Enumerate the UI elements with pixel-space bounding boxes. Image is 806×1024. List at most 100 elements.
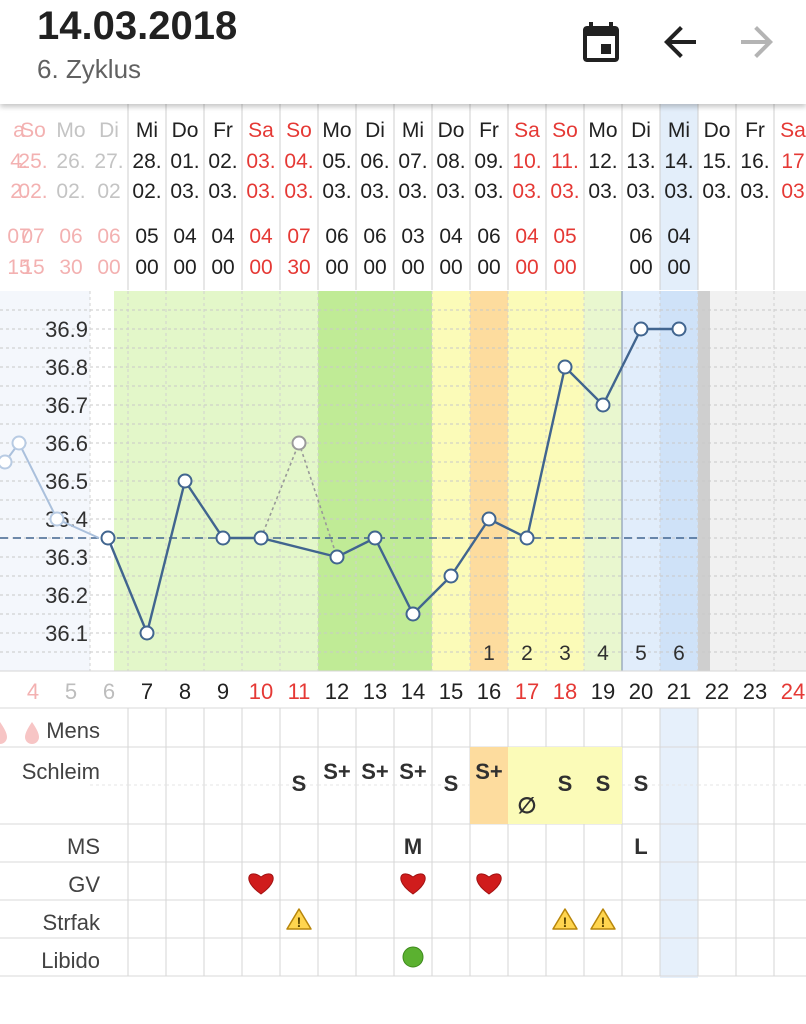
header-time-hour: 06 (363, 225, 386, 248)
header-month: 03. (626, 180, 655, 203)
header-weekday: Di (365, 119, 385, 142)
header-time-hour: 06 (59, 225, 82, 248)
header-date: 02. (208, 150, 237, 173)
header-month: 03. (740, 180, 769, 203)
header-date: 04. (284, 150, 313, 173)
header-date: 28. (132, 150, 161, 173)
row-label-schleim: Schleim (22, 759, 100, 784)
arrow-back-icon[interactable] (656, 18, 704, 66)
arrow-forward-icon[interactable] (733, 18, 781, 66)
header-month: 03. (398, 180, 427, 203)
schleim-highlight (584, 747, 622, 824)
prev-cycle-temperature-point (0, 454, 13, 470)
header-weekday: Fr (213, 119, 233, 142)
header-weekday: Mo (588, 119, 617, 142)
header-weekday: Mi (668, 119, 690, 142)
libido-icon (402, 946, 424, 968)
header-date: 05. (322, 150, 351, 173)
header-month: 03. (702, 180, 731, 203)
heart-icon (400, 873, 426, 895)
y-axis-label: 36.2 (45, 583, 88, 608)
header-weekday: Sa (780, 119, 806, 142)
header-time-minute: 30 (59, 256, 82, 279)
heart-icon (476, 873, 502, 895)
header-time-minute: 00 (477, 256, 500, 279)
header-time-hour: 04 (667, 225, 691, 248)
header-weekday: Fr (479, 119, 499, 142)
prev-cycle-temperature-line (4, 441, 100, 539)
header-date: 26. (56, 150, 85, 173)
header-time-hour: 04 (249, 225, 273, 248)
header-time-minute: 00 (439, 256, 462, 279)
prev-cycle-temperature-point (49, 511, 65, 527)
schleim-value: S (444, 771, 459, 796)
warning-icon (286, 908, 312, 930)
schleim-value: S (634, 771, 649, 796)
schleim-value: ∅ (517, 793, 536, 818)
cycle-day-number: 15 (439, 679, 463, 704)
row-label-gv: GV (68, 872, 100, 897)
y-axis-label: 36.5 (45, 469, 88, 494)
header-date: 25. (18, 150, 47, 173)
schleim-value: S (596, 771, 611, 796)
header-time-minute: 00 (629, 256, 652, 279)
header-time-minute: 00 (249, 256, 272, 279)
today-rows-highlight (660, 708, 698, 978)
header-weekday: Do (704, 119, 731, 142)
header-month: 03. (170, 180, 199, 203)
cycle-day-number: 24 (781, 679, 805, 704)
post-ovulation-count: 4 (597, 642, 609, 665)
calendar-icon[interactable] (577, 18, 625, 66)
header-time-minute: 00 (135, 256, 158, 279)
header-month: 03. (208, 180, 237, 203)
schleim-highlight (470, 785, 508, 824)
header-time-minute: 15 (7, 256, 30, 279)
header-date: 15. (702, 150, 731, 173)
page-title: 14.03.2018 (37, 4, 238, 48)
post-ovulation-count: 1 (483, 642, 495, 665)
row-label-strfak: Strfak (43, 910, 101, 935)
chart-day-column (280, 291, 318, 671)
cycle-day-number: 19 (591, 679, 615, 704)
cycle-day-number: 4 (27, 679, 39, 704)
header-month: 03. (284, 180, 313, 203)
today-header-highlight (660, 104, 698, 290)
header-time-hour: 07 (21, 225, 44, 248)
schleim-value: S (558, 771, 573, 796)
post-ovulation-count: 3 (559, 642, 571, 665)
temperature-point (443, 568, 459, 584)
header-month: 03. (360, 180, 389, 203)
cycle-day-number: 16 (477, 679, 501, 704)
temperature-point (177, 473, 193, 489)
mens-drop-icon (25, 722, 39, 744)
header-time-hour: 05 (135, 225, 158, 248)
header-time-minute: 00 (325, 256, 348, 279)
temperature-point (100, 530, 116, 546)
header-weekday: Di (99, 119, 119, 142)
cycle-subtitle: 6. Zyklus (37, 54, 142, 84)
temperature-point (405, 606, 421, 622)
schleim-value: S+ (323, 759, 351, 784)
header-date: 11. (551, 150, 579, 173)
schleim-value: S+ (399, 759, 427, 784)
header-date: 08. (436, 150, 465, 173)
header-month: 03. (588, 180, 617, 203)
header-time-hour: 06 (325, 225, 348, 248)
header-month: 02. (18, 180, 47, 203)
temperature-point (557, 359, 573, 375)
header-time-hour: 06 (477, 225, 500, 248)
header-weekday: Do (438, 119, 465, 142)
header-month: 03 (781, 180, 804, 203)
row-label-mens: Mens (46, 718, 100, 743)
schleim-value: S+ (475, 759, 503, 784)
cycle-day-number: 22 (705, 679, 729, 704)
schleim-value: S (292, 771, 307, 796)
header-time-minute: 00 (401, 256, 424, 279)
header-weekday: Mi (402, 119, 424, 142)
header-month: 2. (10, 180, 28, 203)
temperature-point (633, 321, 649, 337)
header-weekday: Mi (136, 119, 158, 142)
temperature-point (253, 530, 269, 546)
cycle-day-number: 14 (401, 679, 425, 704)
